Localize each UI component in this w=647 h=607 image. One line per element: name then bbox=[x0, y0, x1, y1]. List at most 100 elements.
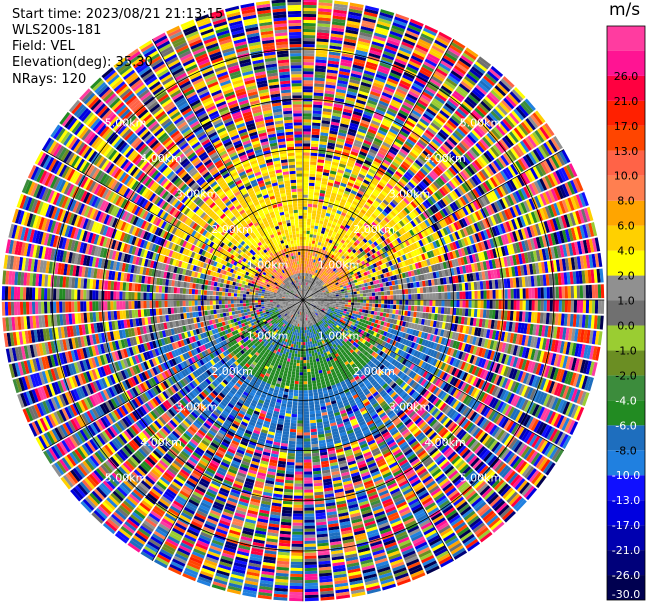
velocity-gate bbox=[333, 183, 340, 189]
velocity-gate bbox=[393, 197, 401, 204]
velocity-gate bbox=[320, 300, 325, 303]
velocity-gate bbox=[434, 256, 440, 264]
velocity-gate bbox=[425, 312, 429, 320]
velocity-gate bbox=[416, 224, 423, 232]
velocity-gate bbox=[337, 273, 341, 277]
velocity-gate bbox=[329, 45, 342, 50]
velocity-gate bbox=[303, 31, 316, 36]
velocity-gate bbox=[482, 207, 490, 217]
velocity-gate bbox=[415, 241, 421, 248]
velocity-gate bbox=[360, 167, 368, 174]
velocity-gate bbox=[315, 216, 321, 221]
velocity-gate bbox=[375, 186, 382, 193]
velocity-gate bbox=[400, 267, 405, 273]
velocity-gate bbox=[402, 248, 408, 255]
velocity-gate bbox=[446, 49, 459, 60]
velocity-gate bbox=[386, 183, 394, 190]
velocity-gate bbox=[352, 310, 357, 314]
velocity-gate bbox=[357, 297, 361, 300]
velocity-gate bbox=[421, 30, 436, 39]
velocity-gate bbox=[359, 170, 367, 177]
velocity-gate bbox=[518, 311, 523, 322]
velocity-gate bbox=[401, 218, 408, 226]
velocity-gate bbox=[495, 300, 499, 310]
velocity-gate bbox=[550, 155, 560, 169]
velocity-gate bbox=[318, 0, 333, 4]
velocity-gate bbox=[453, 300, 457, 308]
velocity-gate bbox=[324, 90, 335, 95]
velocity-gate bbox=[513, 217, 521, 229]
velocity-gate bbox=[438, 220, 445, 229]
velocity-gate bbox=[402, 161, 411, 169]
velocity-gate bbox=[569, 179, 578, 194]
velocity-gate bbox=[343, 252, 348, 258]
velocity-gate bbox=[356, 46, 369, 53]
velocity-gate bbox=[504, 116, 515, 129]
velocity-gate bbox=[383, 50, 396, 58]
velocity-gate bbox=[575, 314, 580, 328]
velocity-gate bbox=[310, 261, 313, 266]
velocity-gate bbox=[380, 258, 386, 264]
velocity-gate bbox=[335, 246, 340, 252]
velocity-gate bbox=[362, 276, 366, 281]
velocity-gate bbox=[344, 304, 348, 307]
velocity-gate bbox=[318, 8, 332, 13]
velocity-gate bbox=[413, 282, 417, 288]
velocity-gate bbox=[382, 89, 394, 96]
velocity-gate bbox=[399, 249, 405, 256]
velocity-gate bbox=[315, 56, 327, 61]
velocity-gate bbox=[419, 312, 423, 319]
velocity-gate bbox=[307, 293, 310, 296]
velocity-gate bbox=[486, 300, 490, 309]
velocity-gate bbox=[346, 162, 354, 168]
velocity-gate bbox=[339, 201, 346, 207]
velocity-gate bbox=[343, 272, 348, 276]
velocity-gate bbox=[479, 261, 485, 271]
velocity-gate bbox=[405, 214, 413, 222]
velocity-gate bbox=[351, 274, 356, 278]
velocity-gate bbox=[561, 183, 570, 197]
velocity-gate bbox=[401, 261, 406, 267]
velocity-gate bbox=[329, 173, 336, 178]
velocity-gate bbox=[394, 224, 401, 231]
velocity-gate bbox=[303, 294, 305, 298]
velocity-gate bbox=[440, 307, 445, 314]
velocity-gate bbox=[378, 278, 383, 284]
velocity-gate bbox=[537, 287, 541, 299]
velocity-gate bbox=[303, 37, 316, 42]
velocity-gate bbox=[398, 289, 403, 295]
velocity-gate bbox=[443, 284, 448, 292]
velocity-gate bbox=[352, 200, 359, 206]
velocity-gate bbox=[307, 203, 313, 208]
velocity-gate bbox=[385, 42, 399, 50]
velocity-gate bbox=[374, 303, 379, 308]
velocity-gate bbox=[338, 70, 350, 76]
velocity-gate bbox=[403, 35, 417, 44]
velocity-gate bbox=[365, 289, 369, 293]
velocity-gate bbox=[375, 239, 381, 245]
velocity-gate bbox=[513, 300, 517, 310]
velocity-gate bbox=[546, 300, 550, 312]
velocity-gate bbox=[339, 271, 344, 276]
velocity-gate bbox=[476, 281, 481, 290]
velocity-gate bbox=[542, 312, 547, 324]
velocity-gate bbox=[395, 289, 400, 295]
velocity-gate bbox=[440, 237, 447, 246]
velocity-gate bbox=[335, 94, 345, 100]
velocity-gate bbox=[417, 170, 426, 178]
velocity-gate bbox=[431, 214, 439, 223]
velocity-gate bbox=[357, 189, 365, 196]
velocity-gate bbox=[411, 85, 423, 94]
velocity-gate bbox=[303, 56, 315, 60]
velocity-gate bbox=[588, 238, 595, 253]
velocity-gate bbox=[310, 161, 317, 166]
velocity-gate bbox=[419, 306, 424, 312]
velocity-gate bbox=[477, 290, 481, 299]
velocity-gate bbox=[416, 287, 421, 294]
velocity-gate bbox=[311, 143, 319, 148]
velocity-gate bbox=[529, 323, 534, 335]
velocity-gate bbox=[459, 300, 463, 308]
velocity-gate bbox=[556, 152, 566, 166]
velocity-gate bbox=[328, 176, 335, 181]
velocity-gate bbox=[395, 284, 399, 290]
